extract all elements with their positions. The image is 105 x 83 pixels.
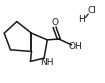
Text: H: H: [79, 15, 85, 24]
Text: OH: OH: [69, 42, 82, 51]
Text: Cl: Cl: [88, 6, 97, 15]
Text: NH: NH: [40, 58, 53, 67]
Text: O: O: [51, 18, 58, 27]
